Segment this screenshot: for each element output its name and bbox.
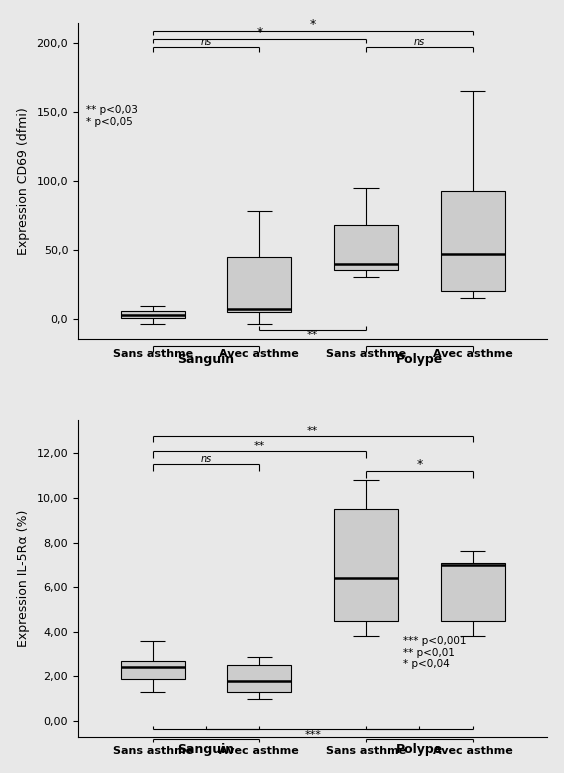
Text: ** p<0,03
* p<0,05: ** p<0,03 * p<0,05 — [86, 105, 138, 127]
Bar — [121, 661, 184, 679]
Text: Sanguin: Sanguin — [178, 743, 235, 756]
Text: ns: ns — [200, 37, 212, 47]
Bar — [440, 563, 505, 621]
Text: **: ** — [307, 425, 318, 435]
Text: ns: ns — [414, 37, 425, 47]
Text: Polype: Polype — [396, 743, 443, 756]
Bar — [227, 257, 292, 312]
Bar — [334, 225, 398, 271]
Text: **: ** — [254, 441, 265, 451]
Y-axis label: Expression IL-5Rα (%): Expression IL-5Rα (%) — [17, 509, 30, 647]
Text: Sanguin: Sanguin — [178, 353, 235, 366]
Bar — [227, 666, 292, 692]
Text: Polype: Polype — [396, 353, 443, 366]
Text: ***: *** — [304, 730, 321, 741]
Text: *: * — [256, 26, 262, 39]
Bar — [334, 509, 398, 621]
Text: *** p<0,001
** p<0,01
* p<0,04: *** p<0,001 ** p<0,01 * p<0,04 — [403, 636, 467, 669]
Text: *: * — [416, 458, 422, 472]
Y-axis label: Expression CD69 (dfmi): Expression CD69 (dfmi) — [17, 107, 30, 255]
Text: ns: ns — [200, 455, 212, 465]
Text: **: ** — [307, 330, 318, 340]
Bar — [121, 311, 184, 318]
Bar — [440, 191, 505, 291]
Text: *: * — [310, 18, 316, 31]
